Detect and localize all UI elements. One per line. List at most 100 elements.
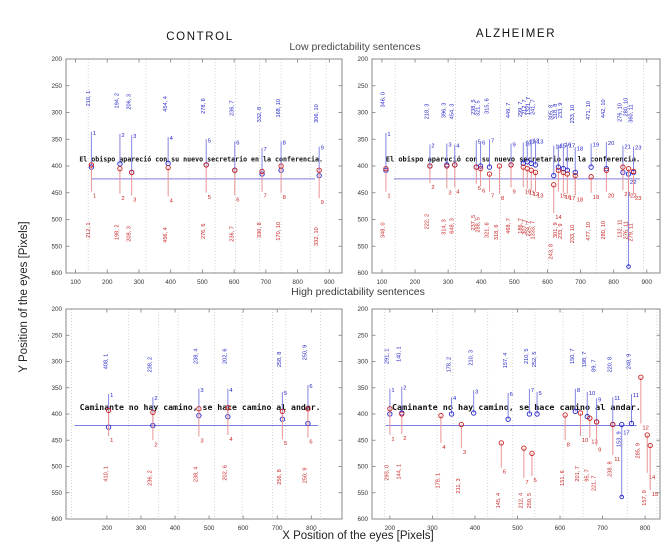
svg-text:7: 7	[264, 194, 267, 200]
svg-text:396, 3: 396, 3	[442, 103, 448, 119]
svg-text:454, 4: 454, 4	[163, 96, 169, 112]
svg-text:17: 17	[569, 196, 575, 202]
svg-text:2: 2	[154, 396, 157, 402]
svg-text:400: 400	[357, 411, 368, 418]
plot-control-low-predictability: 100 200 300 400 500 600 700 800 900 200 250 300 350 4…	[51, 56, 343, 286]
svg-text:241, 7: 241, 7	[530, 99, 536, 115]
svg-text:800: 800	[640, 525, 651, 532]
svg-text:1321, 7: 1321, 7	[526, 97, 532, 116]
svg-text:8: 8	[283, 140, 286, 146]
svg-text:258, 8: 258, 8	[277, 352, 283, 368]
svg-text:6: 6	[482, 140, 485, 146]
svg-text:23: 23	[635, 196, 641, 202]
svg-text:238, 5: 238, 5	[471, 99, 477, 115]
svg-text:1: 1	[391, 437, 394, 443]
svg-text:1: 1	[387, 194, 390, 200]
svg-text:330, 8: 330, 8	[257, 222, 263, 238]
svg-text:315, 6: 315, 6	[484, 98, 490, 114]
svg-text:450: 450	[51, 190, 62, 197]
svg-text:20: 20	[608, 141, 614, 147]
svg-text:350: 350	[357, 385, 368, 392]
svg-text:2: 2	[431, 185, 434, 191]
svg-text:21: 21	[624, 145, 630, 151]
svg-text:13: 13	[537, 194, 543, 200]
svg-text:233, 9: 233, 9	[558, 223, 564, 239]
svg-text:285, 9: 285, 9	[636, 443, 642, 459]
svg-text:250, 9: 250, 9	[303, 468, 309, 484]
svg-text:1: 1	[110, 393, 113, 399]
svg-text:21: 21	[624, 192, 630, 198]
svg-text:238, 8: 238, 8	[608, 461, 614, 477]
svg-text:224, 7: 224, 7	[526, 221, 532, 237]
svg-text:22: 22	[630, 194, 636, 200]
svg-text:450: 450	[51, 437, 62, 444]
svg-text:500: 500	[51, 217, 62, 224]
svg-text:300: 300	[51, 110, 62, 117]
svg-text:314, 3: 314, 3	[442, 219, 448, 235]
svg-text:300: 300	[134, 279, 145, 286]
svg-text:5: 5	[284, 441, 287, 447]
svg-text:400: 400	[51, 411, 62, 418]
svg-text:200: 200	[51, 306, 62, 313]
svg-text:3: 3	[475, 389, 478, 395]
svg-text:400: 400	[476, 279, 487, 286]
svg-text:321, 6: 321, 6	[484, 222, 490, 238]
svg-text:198, 7: 198, 7	[582, 352, 588, 368]
svg-text:700: 700	[272, 525, 283, 532]
svg-text:200: 200	[357, 56, 368, 63]
svg-text:9: 9	[513, 189, 516, 195]
svg-text:178, 1: 178, 1	[436, 473, 442, 489]
svg-text:4: 4	[170, 198, 174, 204]
svg-text:400: 400	[470, 525, 481, 532]
svg-text:4: 4	[170, 136, 174, 142]
svg-text:151, 6: 151, 6	[560, 470, 566, 486]
svg-text:318, 8: 318, 8	[553, 104, 559, 120]
svg-text:212, 4: 212, 4	[519, 493, 525, 509]
svg-text:238, 2: 238, 2	[148, 357, 154, 373]
svg-text:300: 300	[51, 359, 62, 366]
svg-text:600: 600	[357, 270, 368, 277]
svg-text:700: 700	[261, 279, 272, 286]
svg-text:200: 200	[102, 525, 113, 532]
svg-text:3: 3	[133, 134, 136, 140]
svg-text:2: 2	[121, 133, 124, 139]
svg-text:250, 5: 250, 5	[527, 493, 533, 509]
svg-text:1: 1	[110, 438, 113, 444]
svg-text:El obispo apareció con su nuev: El obispo apareció con su nuevo secretar…	[79, 156, 323, 164]
svg-text:236, 7: 236, 7	[230, 226, 236, 242]
row-title-high-predictability: High predictability sentences	[291, 286, 425, 298]
svg-text:206, 3: 206, 3	[126, 94, 132, 110]
svg-text:210, 1: 210, 1	[86, 91, 92, 107]
svg-text:8: 8	[501, 196, 504, 202]
svg-text:7: 7	[531, 388, 534, 394]
svg-text:250, 9: 250, 9	[303, 345, 309, 361]
svg-text:178, 2: 178, 2	[446, 357, 452, 373]
svg-text:250: 250	[357, 83, 368, 90]
svg-text:6: 6	[236, 140, 239, 146]
svg-text:208, 3: 208, 3	[126, 226, 132, 242]
svg-text:144, 1: 144, 1	[397, 464, 403, 480]
svg-text:3: 3	[200, 439, 203, 445]
svg-text:89, 7: 89, 7	[591, 359, 597, 371]
svg-text:5: 5	[533, 478, 536, 484]
svg-text:648, 3: 648, 3	[450, 218, 456, 234]
svg-text:299, 7: 299, 7	[518, 102, 524, 118]
svg-text:4: 4	[442, 445, 446, 451]
svg-text:211, 3: 211, 3	[456, 478, 462, 493]
svg-text:300: 300	[136, 525, 147, 532]
svg-text:350: 350	[357, 136, 368, 143]
svg-text:9: 9	[321, 200, 324, 206]
svg-text:600: 600	[238, 525, 249, 532]
svg-text:23: 23	[635, 146, 641, 152]
svg-text:4: 4	[456, 144, 460, 150]
svg-text:13: 13	[537, 139, 543, 145]
svg-text:450: 450	[357, 437, 368, 444]
svg-text:202, 6: 202, 6	[223, 465, 229, 481]
svg-text:280, 10: 280, 10	[623, 98, 629, 117]
svg-text:1: 1	[391, 388, 394, 394]
svg-text:900: 900	[324, 279, 335, 286]
plot-control-high-predictability: 200 300 400 500 600 700 800 200 250 300 350 400 450 5…	[51, 306, 343, 532]
svg-text:150, 7: 150, 7	[570, 348, 576, 364]
svg-text:14: 14	[555, 215, 562, 221]
